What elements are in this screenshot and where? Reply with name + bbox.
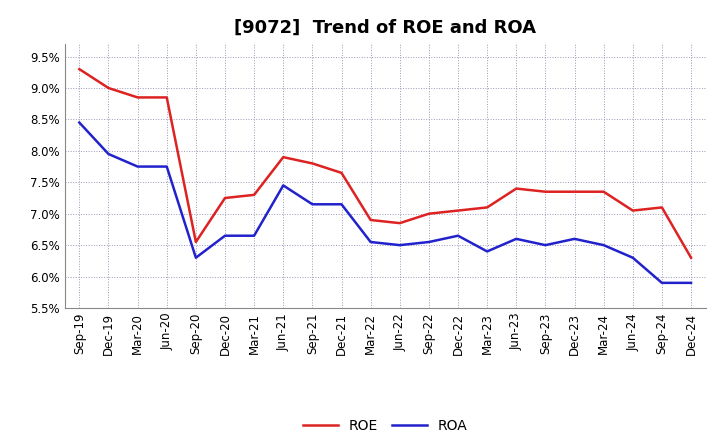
ROA — [687, 280, 696, 286]
ROA — [599, 242, 608, 248]
ROE — [425, 211, 433, 216]
ROE — [599, 189, 608, 194]
ROA — [512, 236, 521, 242]
ROE — [541, 189, 550, 194]
ROE — [75, 66, 84, 72]
ROE — [220, 195, 229, 201]
Legend: ROE, ROA: ROE, ROA — [297, 413, 473, 438]
ROE — [279, 154, 287, 160]
ROA — [220, 233, 229, 238]
ROE — [163, 95, 171, 100]
Line: ROA: ROA — [79, 123, 691, 283]
ROE — [250, 192, 258, 198]
ROE — [454, 208, 462, 213]
ROE — [629, 208, 637, 213]
ROE — [366, 217, 375, 223]
Line: ROE: ROE — [79, 69, 691, 258]
ROE — [192, 239, 200, 245]
ROE — [512, 186, 521, 191]
ROA — [104, 151, 113, 157]
ROA — [629, 255, 637, 260]
ROA — [657, 280, 666, 286]
ROA — [192, 255, 200, 260]
ROA — [454, 233, 462, 238]
ROA — [483, 249, 492, 254]
ROE — [657, 205, 666, 210]
ROE — [337, 170, 346, 176]
ROE — [308, 161, 317, 166]
ROE — [133, 95, 142, 100]
ROA — [250, 233, 258, 238]
ROE — [395, 220, 404, 226]
ROA — [133, 164, 142, 169]
ROA — [366, 239, 375, 245]
ROA — [163, 164, 171, 169]
ROE — [104, 85, 113, 91]
ROA — [279, 183, 287, 188]
ROE — [483, 205, 492, 210]
ROA — [425, 239, 433, 245]
ROA — [308, 202, 317, 207]
Title: [9072]  Trend of ROE and ROA: [9072] Trend of ROE and ROA — [234, 19, 536, 37]
ROE — [687, 255, 696, 260]
ROA — [75, 120, 84, 125]
ROA — [337, 202, 346, 207]
ROA — [541, 242, 550, 248]
ROA — [570, 236, 579, 242]
ROA — [395, 242, 404, 248]
ROE — [570, 189, 579, 194]
